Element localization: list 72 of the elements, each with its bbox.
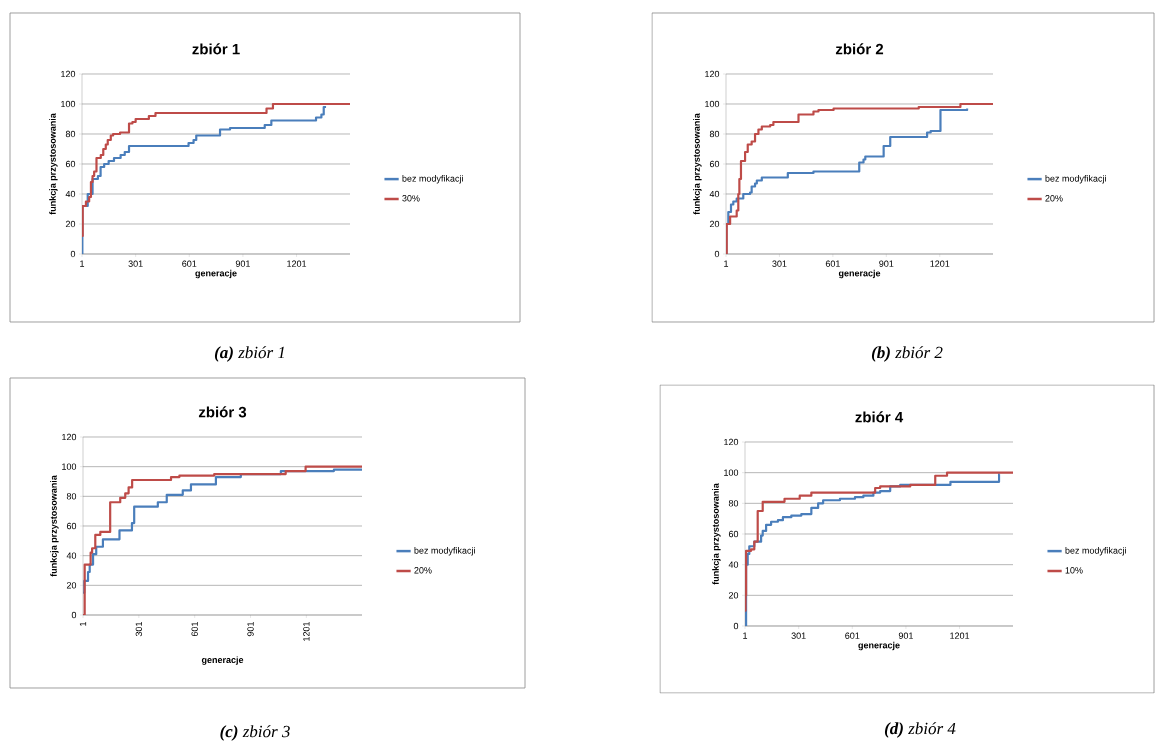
x-tick-label: 301 xyxy=(135,621,143,637)
x-tick-label: 601 xyxy=(825,260,840,267)
x-tick-label: 301 xyxy=(791,632,806,639)
x-tick-label: 1201 xyxy=(930,260,950,267)
y-tick-label: 80 xyxy=(65,130,76,138)
y-tick-label: 100 xyxy=(724,469,739,476)
x-tick-label: 301 xyxy=(772,260,787,267)
y-tick-label: 40 xyxy=(65,190,76,198)
y-tick-label: 60 xyxy=(65,160,76,168)
y-tick-label: 40 xyxy=(66,552,77,559)
text: (d) zbiór 4 xyxy=(884,722,956,738)
chart-title: zbiór 3 xyxy=(198,406,247,418)
y-tick-label: 40 xyxy=(709,190,720,198)
x-tick-label: 1 xyxy=(80,260,85,267)
y-tick-label: 60 xyxy=(709,160,720,168)
chart-title: zbiór 2 xyxy=(835,43,884,55)
x-tick-label: 1201 xyxy=(950,632,970,639)
y-axis-title: funkcja przystosowania xyxy=(693,113,702,215)
y-tick-label: 120 xyxy=(62,433,77,441)
legend-label: 20% xyxy=(1045,195,1063,202)
legend-label: 30% xyxy=(402,195,420,202)
chart-title: zbiór 4 xyxy=(855,411,904,423)
x-tick-label: 601 xyxy=(845,632,860,639)
y-tick-label: 40 xyxy=(728,561,739,568)
y-tick-label: 20 xyxy=(709,220,720,228)
y-tick-label: 80 xyxy=(709,130,720,138)
x-tick-label: 301 xyxy=(128,260,143,267)
x-axis-title: generacje xyxy=(838,269,881,279)
x-tick-label: 901 xyxy=(235,260,250,267)
x-tick-label: 1 xyxy=(724,260,729,267)
legend-label: bez modyfikacji xyxy=(1045,175,1106,184)
x-axis-title: generacje xyxy=(858,641,900,651)
y-tick-label: 80 xyxy=(66,493,77,500)
y-tick-label: 80 xyxy=(728,500,739,507)
y-tick-label: 100 xyxy=(705,100,720,108)
y-tick-label: 100 xyxy=(61,100,76,108)
y-tick-label: 0 xyxy=(714,250,720,258)
x-tick-label: 1201 xyxy=(303,621,310,641)
text: (c) zbiór 3 xyxy=(220,725,290,741)
text: (a) zbiór 1 xyxy=(214,346,285,362)
text: (b) zbiór 2 xyxy=(871,346,943,362)
y-axis-title: funkcja przystosowania xyxy=(712,483,721,585)
legend-label: 20% xyxy=(414,567,432,574)
y-axis-title: funkcja przystosowania xyxy=(49,113,58,215)
y-tick-label: 100 xyxy=(62,463,77,470)
y-tick-label: 60 xyxy=(728,530,739,538)
y-tick-label: 20 xyxy=(65,220,76,228)
legend-label: bez modyfikacji xyxy=(414,547,475,556)
legend-label: bez modyfikacji xyxy=(1065,547,1126,556)
y-tick-label: 0 xyxy=(71,611,77,619)
legend-label: bez modyfikacji xyxy=(402,175,463,184)
x-axis-title: generacje xyxy=(195,269,237,279)
x-tick-label: 901 xyxy=(879,260,894,267)
y-tick-label: 120 xyxy=(724,438,739,446)
y-axis-title: funkcja przystosowania xyxy=(50,475,59,577)
x-tick-label: 1201 xyxy=(287,260,307,267)
x-tick-label: 1 xyxy=(79,621,87,626)
y-tick-label: 0 xyxy=(733,622,739,630)
legend-label: 10% xyxy=(1065,567,1083,574)
x-tick-label: 901 xyxy=(898,632,913,639)
chart-title: zbiór 1 xyxy=(192,43,240,55)
x-tick-label: 601 xyxy=(191,621,198,637)
y-tick-label: 120 xyxy=(61,70,76,78)
y-tick-label: 0 xyxy=(70,250,76,258)
x-tick-label: 901 xyxy=(247,621,254,637)
x-tick-label: 1 xyxy=(743,632,748,639)
x-axis-title: generacje xyxy=(201,656,244,665)
y-tick-label: 120 xyxy=(705,70,720,78)
y-tick-label: 60 xyxy=(66,522,77,530)
y-tick-label: 20 xyxy=(728,592,739,599)
x-tick-label: 601 xyxy=(182,260,197,267)
y-tick-label: 20 xyxy=(66,582,77,589)
